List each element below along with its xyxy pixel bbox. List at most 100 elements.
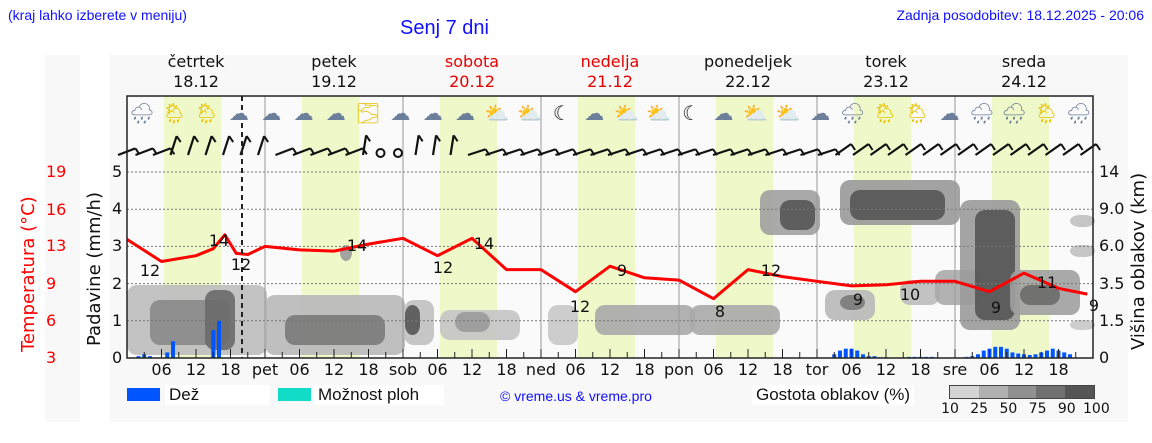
x-tick-label: 18 (634, 360, 655, 379)
svg-text:9: 9 (617, 261, 627, 280)
day-name: četrtek (167, 52, 225, 71)
svg-text:12: 12 (140, 261, 160, 280)
temp-tick: 6 (46, 311, 57, 330)
colorbar-segment (1007, 386, 1037, 398)
copyright-link[interactable]: © vreme.us & vreme.pro (500, 388, 652, 404)
day-date: 22.12 (725, 72, 771, 91)
day-name: sreda (1001, 52, 1047, 71)
cloud-density-label: Gostota oblakov (%) (752, 385, 915, 405)
day-header: nedelja 21.12 (550, 52, 670, 92)
x-tick-label: 12 (323, 360, 345, 379)
day-header: četrtek 18.12 (136, 52, 256, 92)
cloud-icon: ☁ (390, 101, 411, 125)
svg-text:12: 12 (570, 297, 590, 316)
day-header: sobota 20.12 (412, 52, 532, 92)
colorbar-tick: 75 (1028, 401, 1047, 417)
x-tick-label: 06 (151, 360, 172, 379)
night-cloud-icon: ☁ (713, 101, 734, 125)
svg-text:14: 14 (209, 231, 229, 250)
precip-tick: 3 (112, 236, 123, 256)
precip-tick: 2 (112, 273, 123, 293)
cloud-icon: ☁ (325, 101, 346, 125)
day-header: petek 19.12 (274, 52, 394, 92)
day-date: 21.12 (587, 72, 633, 91)
x-tick-label: 12 (875, 360, 897, 379)
x-tick-label: 18 (358, 360, 379, 379)
day-name: ponedeljek (704, 52, 792, 71)
sun-cloud-icon: ⛅ (614, 101, 639, 125)
sun-cloud-icon: ⛅ (517, 101, 543, 125)
x-tick-label: 18 (1048, 360, 1069, 379)
x-tick-label: 06 (565, 360, 586, 379)
cloud-height-tick: 3.5 (1099, 273, 1125, 293)
night-cloud-icon: ☁ (455, 101, 475, 125)
cloud-icon: ☁ (810, 101, 831, 125)
svg-text:14: 14 (347, 236, 367, 255)
cloud-height-tick: 14 (1099, 162, 1120, 181)
night-cloud-icon: ☁ (228, 101, 249, 125)
day-header: sreda 24.12 (964, 52, 1084, 92)
sun-cloud-rain-icon: 🌦 (193, 101, 220, 125)
temp-tick: 3 (46, 348, 57, 367)
svg-text:12: 12 (433, 258, 453, 277)
x-tick-label: tor (805, 360, 829, 379)
x-tick-label: 18 (220, 360, 241, 379)
x-tick-label: 12 (461, 360, 483, 379)
day-date: 18.12 (173, 72, 219, 91)
x-tick-label: sob (388, 360, 418, 379)
sun-fog-icon: 🌫 (355, 101, 381, 125)
x-tick-label: 12 (599, 360, 621, 379)
svg-text:14: 14 (474, 234, 494, 253)
day-header: ponedeljek 22.12 (688, 52, 808, 92)
colorbar-tick: 100 (1083, 401, 1110, 417)
svg-text:10: 10 (900, 285, 920, 304)
colorbar-segment (950, 386, 979, 398)
x-tick-label: 18 (910, 360, 931, 379)
x-tick-label: 06 (979, 360, 1000, 379)
day-name: torek (865, 52, 907, 71)
temp-tick: 13 (46, 236, 67, 255)
page-title: Senj 7 dni (400, 17, 489, 39)
cloud-height-axis-title: Višina oblakov (km) (1128, 172, 1149, 350)
svg-text:9: 9 (1089, 296, 1099, 315)
colorbar-segment (978, 386, 1008, 398)
colorbar-tick: 50 (999, 401, 1018, 417)
location-hint-link[interactable]: (kraj lahko izberete v meniju) (8, 7, 187, 23)
precip-tick: 5 (112, 162, 123, 181)
x-tick-label: 18 (772, 360, 793, 379)
x-tick-label: 06 (841, 360, 862, 379)
temp-tick: 16 (46, 200, 67, 219)
cloud-icon: ☁ (293, 101, 314, 125)
day-date: 19.12 (311, 72, 357, 91)
night-cloud-icon: ☁ (422, 101, 443, 125)
night-clear-icon: ☾ (682, 101, 701, 125)
night-clear-icon: ☾ (552, 101, 571, 125)
precip-tick: 4 (112, 199, 123, 219)
last-update: Zadnja posodobitev: 18.12.2025 - 20:06 (896, 7, 1144, 23)
day-date: 23.12 (863, 72, 909, 91)
day-name: sobota (444, 52, 500, 71)
cloud-density-colorbar (949, 385, 1095, 399)
cloud-rain-icon: 🌧 (969, 101, 995, 125)
legend-showers-label: Možnost ploh (314, 385, 444, 405)
cloud-icon: ☁ (939, 101, 960, 125)
x-tick-label: ned (525, 360, 557, 379)
svg-text:8: 8 (715, 302, 725, 321)
night-cloud-icon: ☁ (584, 101, 605, 125)
x-tick-label: 18 (496, 360, 517, 379)
cloud-height-tick: 6.0 (1099, 236, 1125, 256)
precip-tick: 0 (112, 348, 123, 367)
svg-text:11: 11 (1037, 273, 1057, 292)
x-tick-label: sre (942, 360, 968, 379)
sun-cloud-rain-icon: 🌦 (1033, 101, 1060, 125)
temp-tick: 19 (46, 162, 67, 181)
day-name: petek (311, 52, 357, 71)
day-name: nedelja (580, 52, 640, 71)
sun-cloud-rain-icon: 🌦 (872, 101, 898, 125)
sun-cloud-rain-icon: 🌦 (161, 101, 187, 125)
cloud-icon: ☁ (261, 101, 282, 125)
sun-cloud-rain-icon: 🌦 (904, 101, 930, 125)
night-cloud-rain-icon: 🌧 (839, 101, 866, 125)
x-tick-label: 12 (737, 360, 759, 379)
